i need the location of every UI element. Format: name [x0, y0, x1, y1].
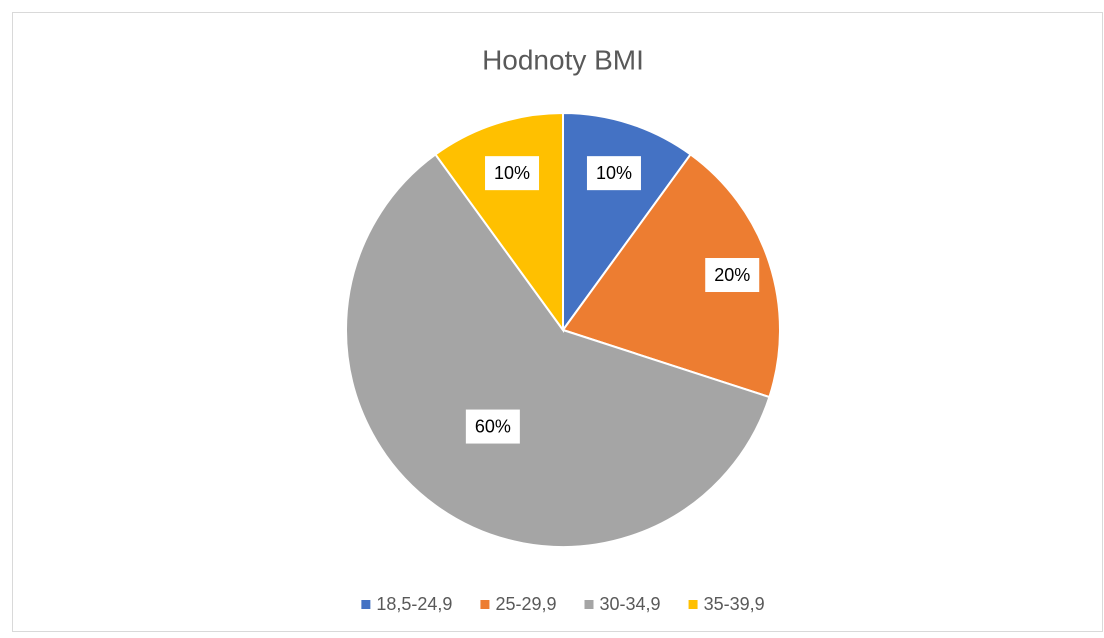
chart-title: Hodnoty BMI — [482, 44, 644, 75]
data-label: 20% — [714, 265, 750, 285]
legend-label: 25-29,9 — [495, 594, 556, 614]
data-label: 10% — [494, 163, 530, 183]
legend-label: 30-34,9 — [600, 594, 661, 614]
legend-swatch — [688, 600, 698, 609]
data-label-box — [465, 409, 520, 444]
legend-label: 35-39,9 — [704, 594, 765, 614]
data-label: 10% — [596, 163, 632, 183]
legend-swatch — [584, 600, 594, 609]
legend-swatch — [361, 600, 371, 609]
data-label-box — [705, 258, 760, 293]
data-label-box — [485, 156, 540, 191]
legend-label: 18,5-24,9 — [376, 594, 452, 614]
data-label: 60% — [475, 416, 511, 436]
pie-slice — [561, 153, 781, 399]
data-label-box — [586, 156, 641, 191]
pie-slice — [345, 153, 771, 548]
legend-swatch — [480, 600, 490, 609]
